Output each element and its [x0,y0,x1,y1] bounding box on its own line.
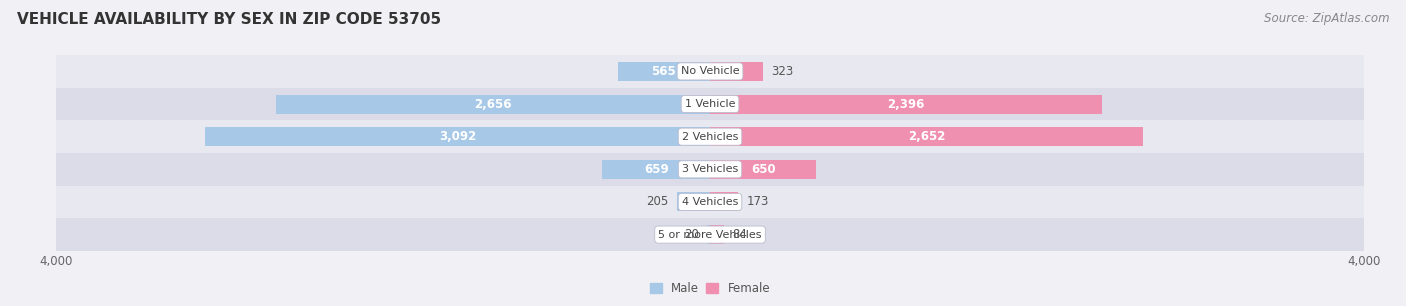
Text: 565: 565 [651,65,676,78]
Text: 659: 659 [644,163,668,176]
Bar [276,95,710,114]
Legend: Male, Female: Male, Female [645,278,775,300]
Text: 20: 20 [683,228,699,241]
Text: 2,656: 2,656 [474,98,512,110]
Bar [205,127,710,146]
Bar [707,225,710,244]
Bar [710,127,1143,146]
Text: 4 Vehicles: 4 Vehicles [682,197,738,207]
Bar [710,225,724,244]
Text: 2 Vehicles: 2 Vehicles [682,132,738,142]
Text: 3,092: 3,092 [439,130,477,143]
Bar [710,160,817,179]
Text: 3 Vehicles: 3 Vehicles [682,164,738,174]
Bar [56,218,1364,251]
Text: No Vehicle: No Vehicle [681,66,740,76]
Text: 205: 205 [647,196,668,208]
Bar [710,192,738,211]
Bar [710,95,1102,114]
Bar [56,186,1364,218]
Bar [676,192,710,211]
Text: 2,652: 2,652 [908,130,945,143]
Bar [617,62,710,81]
Bar [710,62,763,81]
Text: 323: 323 [770,65,793,78]
Text: 84: 84 [733,228,747,241]
Bar [56,55,1364,88]
Text: 5 or more Vehicles: 5 or more Vehicles [658,230,762,240]
Text: 173: 173 [747,196,769,208]
Bar [56,153,1364,186]
Text: 650: 650 [751,163,776,176]
Bar [56,120,1364,153]
Text: VEHICLE AVAILABILITY BY SEX IN ZIP CODE 53705: VEHICLE AVAILABILITY BY SEX IN ZIP CODE … [17,12,441,27]
Text: 2,396: 2,396 [887,98,925,110]
Text: Source: ZipAtlas.com: Source: ZipAtlas.com [1264,12,1389,25]
Bar [56,88,1364,120]
Bar [602,160,710,179]
Text: 1 Vehicle: 1 Vehicle [685,99,735,109]
